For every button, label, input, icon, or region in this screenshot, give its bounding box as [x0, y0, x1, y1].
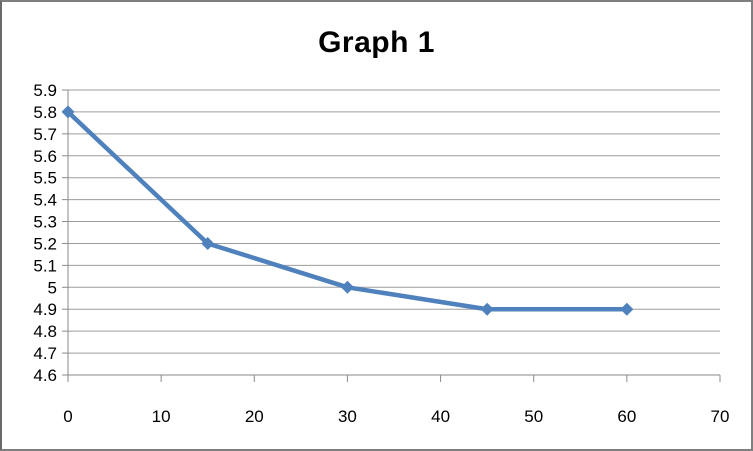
- y-tick-label: 5.5: [33, 169, 57, 188]
- data-point-marker: [61, 105, 75, 119]
- y-tick-label: 5.2: [33, 234, 57, 253]
- data-point-marker: [340, 280, 354, 294]
- data-point-marker: [620, 302, 634, 316]
- x-tick-label: 30: [338, 407, 357, 426]
- data-point-marker: [480, 302, 494, 316]
- x-tick-label: 60: [617, 407, 636, 426]
- data-point-marker: [201, 236, 215, 250]
- x-tick-label: 20: [245, 407, 264, 426]
- x-tick-label: 40: [431, 407, 450, 426]
- x-tick-label: 10: [152, 407, 171, 426]
- y-tick-label: 5.6: [33, 147, 57, 166]
- x-tick-label: 0: [63, 407, 72, 426]
- x-tick-label: 70: [711, 407, 730, 426]
- y-tick-label: 4.8: [33, 322, 57, 341]
- y-tick-label: 5.4: [33, 191, 57, 210]
- y-tick-label: 5.7: [33, 125, 57, 144]
- y-tick-label: 5.9: [33, 81, 57, 100]
- series-line: [65, 109, 630, 312]
- y-tick-label: 5.3: [33, 213, 57, 232]
- y-tick-label: 4.7: [33, 344, 57, 363]
- chart-title: Graph 1: [318, 26, 435, 59]
- y-tick-label: 5.1: [33, 256, 57, 275]
- y-tick-label: 5.8: [33, 103, 57, 122]
- y-tick-label: 4.6: [33, 366, 57, 385]
- x-tick-label: 50: [524, 407, 543, 426]
- y-tick-label: 5: [48, 278, 57, 297]
- y-tick-label: 4.9: [33, 300, 57, 319]
